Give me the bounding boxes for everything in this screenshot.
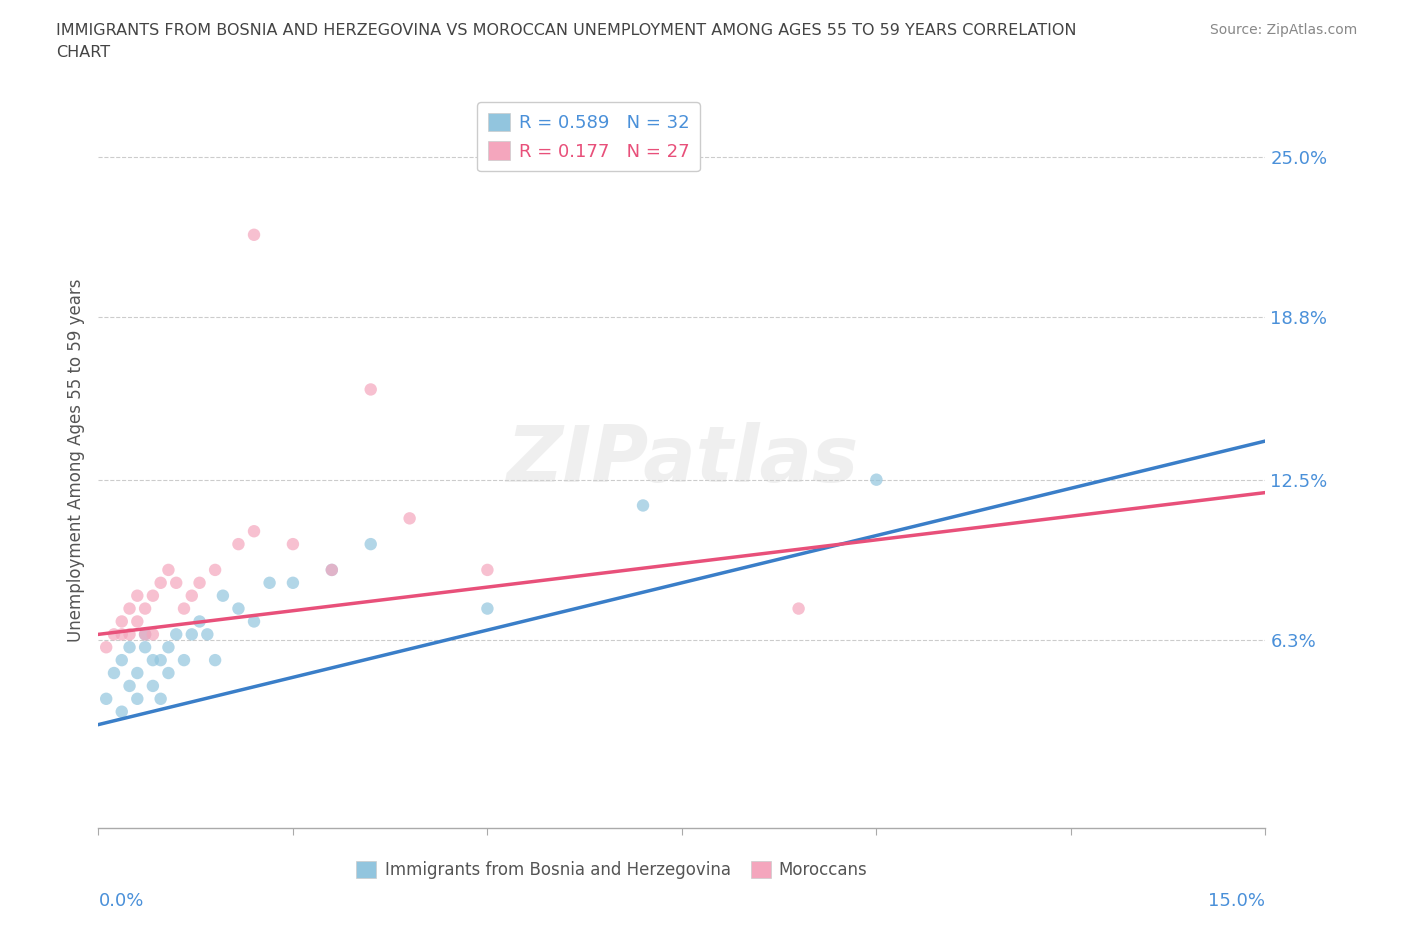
Point: [180, 589, 202, 604]
Point: [243, 227, 266, 242]
Point: [134, 640, 156, 655]
Point: [149, 691, 172, 706]
Point: [111, 704, 134, 719]
Point: [243, 614, 266, 629]
Point: [157, 563, 180, 578]
Point: [134, 627, 156, 642]
Point: [228, 537, 250, 551]
Text: 15.0%: 15.0%: [1208, 892, 1265, 910]
Text: ZIPatlas: ZIPatlas: [506, 422, 858, 498]
Point: [281, 576, 304, 591]
Point: [165, 576, 187, 591]
Point: [204, 563, 226, 578]
Point: [321, 563, 343, 578]
Point: [149, 576, 172, 591]
Point: [243, 524, 266, 538]
Point: [204, 653, 226, 668]
Point: [96, 691, 118, 706]
Point: [477, 601, 499, 616]
Point: [142, 679, 165, 694]
Point: [118, 640, 141, 655]
Text: Source: ZipAtlas.com: Source: ZipAtlas.com: [1209, 23, 1357, 37]
Point: [360, 537, 382, 551]
Point: [165, 627, 187, 642]
Point: [787, 601, 810, 616]
Point: [118, 679, 141, 694]
Point: [149, 653, 172, 668]
Point: [127, 691, 149, 706]
Point: [157, 640, 180, 655]
Point: [142, 589, 165, 604]
Y-axis label: Unemployment Among Ages 55 to 59 years: Unemployment Among Ages 55 to 59 years: [66, 279, 84, 642]
Point: [142, 653, 165, 668]
Point: [195, 627, 218, 642]
Point: [157, 666, 180, 681]
Point: [103, 666, 125, 681]
Point: [103, 627, 125, 642]
Point: [127, 666, 149, 681]
Point: [96, 640, 118, 655]
Text: IMMIGRANTS FROM BOSNIA AND HERZEGOVINA VS MOROCCAN UNEMPLOYMENT AMONG AGES 55 TO: IMMIGRANTS FROM BOSNIA AND HERZEGOVINA V…: [56, 23, 1077, 38]
Point: [477, 563, 499, 578]
Point: [142, 627, 165, 642]
Point: [259, 576, 281, 591]
Point: [127, 614, 149, 629]
Point: [118, 627, 141, 642]
Point: [228, 601, 250, 616]
Point: [180, 627, 202, 642]
Text: CHART: CHART: [56, 45, 110, 60]
Point: [188, 614, 211, 629]
Legend: Immigrants from Bosnia and Herzegovina, Moroccans: Immigrants from Bosnia and Herzegovina, …: [350, 854, 875, 885]
Text: 0.0%: 0.0%: [98, 892, 143, 910]
Point: [360, 382, 382, 397]
Point: [631, 498, 654, 513]
Point: [173, 653, 195, 668]
Point: [134, 627, 156, 642]
Point: [398, 511, 420, 525]
Point: [118, 601, 141, 616]
Point: [173, 601, 195, 616]
Point: [111, 614, 134, 629]
Point: [281, 537, 304, 551]
Point: [188, 576, 211, 591]
Point: [111, 627, 134, 642]
Point: [212, 589, 235, 604]
Point: [134, 601, 156, 616]
Point: [111, 653, 134, 668]
Point: [127, 589, 149, 604]
Point: [321, 563, 343, 578]
Point: [865, 472, 887, 487]
